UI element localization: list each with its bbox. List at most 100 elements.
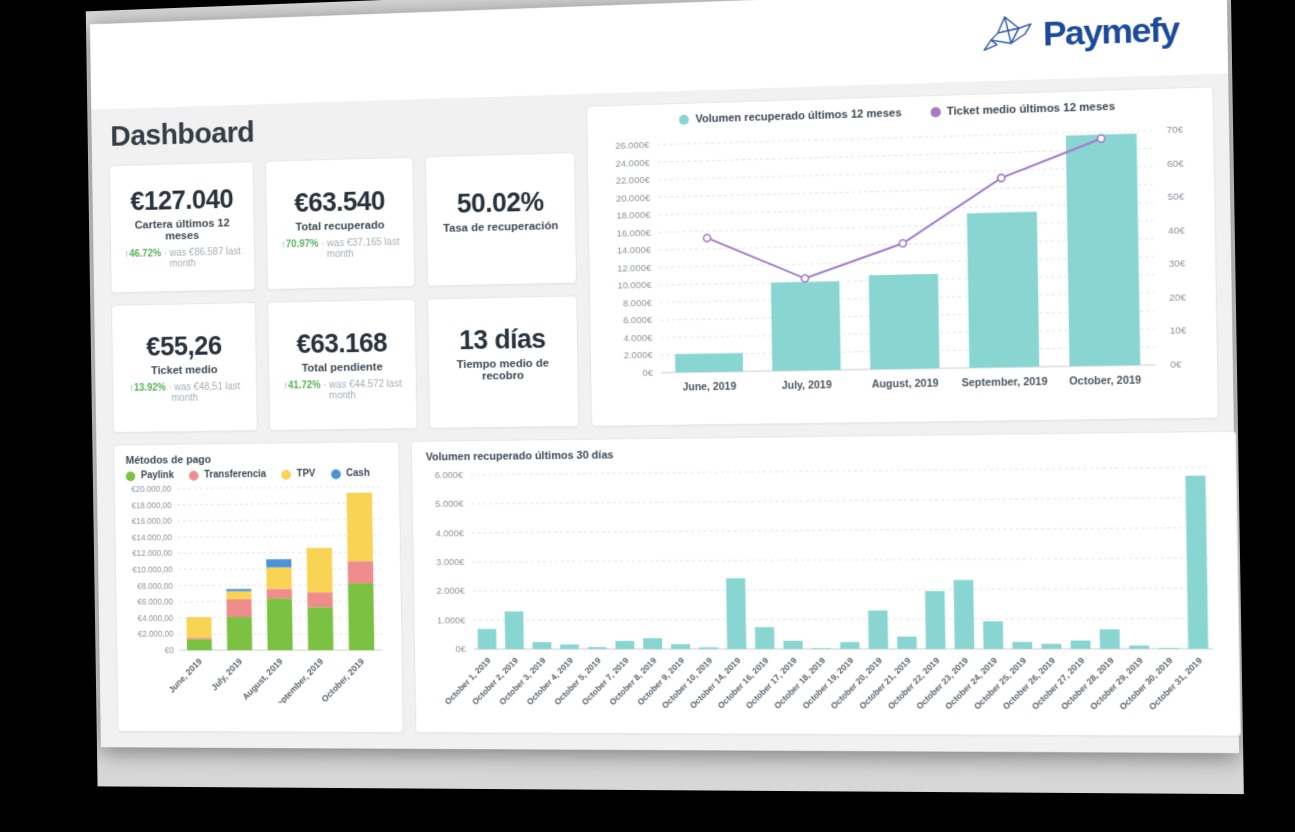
page-title: Dashboard — [110, 116, 255, 153]
bar[interactable] — [811, 648, 832, 649]
kpi-grid: €127.040 Cartera últimos 12 meses ↑46.72… — [108, 151, 580, 433]
bar[interactable] — [587, 647, 607, 650]
stacked-bar-segment[interactable] — [226, 599, 252, 618]
line-point[interactable] — [899, 240, 906, 247]
axis-tick-label: 26.000€ — [615, 140, 650, 151]
kpi-value: 13 días — [459, 323, 546, 356]
axis-tick-label: 22.000€ — [616, 175, 651, 186]
category-label: October 27, 2019 — [1030, 655, 1087, 712]
category-label: October, 2019 — [320, 656, 367, 703]
bar[interactable] — [770, 281, 841, 371]
legend-item[interactable]: TPV — [281, 469, 315, 480]
chart-card-recovered-30-days: Volumen recuperado últimos 30 días 0€ 1.0… — [410, 430, 1242, 737]
bar[interactable] — [699, 647, 719, 650]
bar[interactable] — [1158, 647, 1179, 649]
category-label: October 16, 2019 — [716, 655, 771, 711]
line-point[interactable] — [1097, 135, 1104, 142]
legend-dot — [679, 114, 690, 125]
stacked-bar-segment[interactable] — [186, 617, 212, 638]
stacked-bar-segment[interactable] — [186, 637, 212, 640]
bar[interactable] — [615, 640, 635, 650]
bar[interactable] — [953, 579, 975, 649]
axis-tick-label: 20.000€ — [616, 192, 651, 203]
bar[interactable] — [671, 644, 691, 650]
bar[interactable] — [868, 273, 940, 370]
legend-item[interactable]: Paylink — [125, 470, 175, 482]
category-label: October 24, 2019 — [943, 655, 1000, 711]
stacked-bar-segment[interactable] — [226, 616, 253, 651]
bar[interactable] — [1065, 133, 1141, 367]
bar[interactable] — [1185, 475, 1209, 649]
stacked-bar-segment[interactable] — [346, 492, 373, 562]
bar[interactable] — [726, 578, 747, 649]
kpi-card-tasa-recuperacion: 50.02% Tasa de recuperación — [424, 151, 577, 287]
kpi-delta-note: · was €86.587 last month — [163, 246, 241, 270]
axis-tick-label: 50€ — [1168, 191, 1186, 202]
bar[interactable] — [675, 352, 744, 373]
category-label: October 14, 2019 — [688, 655, 743, 711]
bar[interactable] — [868, 610, 889, 649]
bar[interactable] — [1012, 641, 1033, 649]
axis-tick-label: 4.000€ — [436, 528, 465, 538]
bar[interactable] — [477, 628, 497, 650]
bar[interactable] — [966, 211, 1040, 368]
bar[interactable] — [754, 627, 775, 649]
stacked-bar-segment[interactable] — [266, 598, 293, 651]
bar[interactable] — [840, 642, 860, 649]
bar[interactable] — [1129, 645, 1150, 649]
paymefy-logo[interactable]: Paymefy — [980, 6, 1179, 60]
axis-tick-label: 12.000€ — [617, 262, 652, 273]
category-label: August, 2019 — [241, 656, 285, 702]
kpi-delta-percent: ↑13.92% — [129, 382, 166, 394]
bar[interactable] — [532, 642, 552, 650]
chart-card-recovered-12-months: Volumen recuperado últimos 12 meses Ticke… — [586, 86, 1219, 427]
bar[interactable] — [983, 621, 1004, 649]
stacked-bar-segment[interactable] — [226, 588, 252, 592]
stacked-bar-segment[interactable] — [186, 639, 212, 651]
kpi-delta-note: · was €48,51 last month — [168, 381, 241, 404]
bar[interactable] — [504, 611, 524, 650]
bar[interactable] — [1041, 643, 1062, 649]
stacked-bar-segment[interactable] — [307, 607, 334, 651]
legend-label: Transferencia — [204, 469, 267, 481]
axis-tick-label: 0€ — [1170, 359, 1182, 370]
line-point[interactable] — [998, 174, 1005, 181]
axis-tick-label: 60€ — [1167, 158, 1185, 169]
legend-label: Paylink — [140, 470, 175, 482]
stacked-bar-segment[interactable] — [347, 560, 374, 584]
axis-tick-label: €16.000,00 — [132, 516, 173, 526]
bar[interactable] — [1099, 629, 1120, 649]
line-point[interactable] — [703, 234, 710, 241]
category-label: October 20, 2019 — [828, 655, 884, 711]
stacked-bar-segment[interactable] — [266, 559, 292, 568]
kpi-label: Ticket medio — [151, 364, 218, 378]
brand-wordmark: Paymefy — [1042, 9, 1179, 54]
bar[interactable] — [560, 644, 579, 650]
line-point[interactable] — [801, 275, 808, 282]
axis-tick-label: 16.000€ — [616, 227, 651, 238]
bar[interactable] — [783, 640, 803, 649]
stacked-bar-segment[interactable] — [307, 592, 333, 608]
stacked-bar-segment[interactable] — [226, 591, 252, 600]
stacked-bar-segment[interactable] — [306, 547, 333, 593]
grid-line — [472, 528, 1211, 533]
category-label: July, 2019 — [782, 380, 833, 392]
stacked-bar-segment[interactable] — [347, 583, 375, 651]
bar[interactable] — [643, 637, 662, 650]
legend-item[interactable]: Transferencia — [188, 469, 267, 481]
axis-tick-label: €4.000,00 — [138, 613, 174, 623]
axis-tick-label: €0 — [165, 645, 174, 655]
paymefy-bird-icon — [980, 11, 1039, 60]
axis-tick-label: €8.000,00 — [137, 581, 173, 591]
axis-tick-label: 24.000€ — [615, 157, 650, 168]
stacked-bar-segment[interactable] — [266, 567, 292, 589]
bar[interactable] — [897, 636, 917, 649]
bar[interactable] — [925, 591, 946, 649]
kpi-label: Tasa de recuperación — [443, 220, 559, 235]
legend-item[interactable]: Cash — [330, 468, 370, 479]
bar[interactable] — [1070, 640, 1091, 649]
app-header: Paymefy — [89, 0, 1229, 110]
category-label: July, 2019 — [209, 656, 244, 692]
stacked-bar-segment[interactable] — [266, 588, 292, 599]
axis-tick-label: 1.000€ — [437, 615, 466, 625]
